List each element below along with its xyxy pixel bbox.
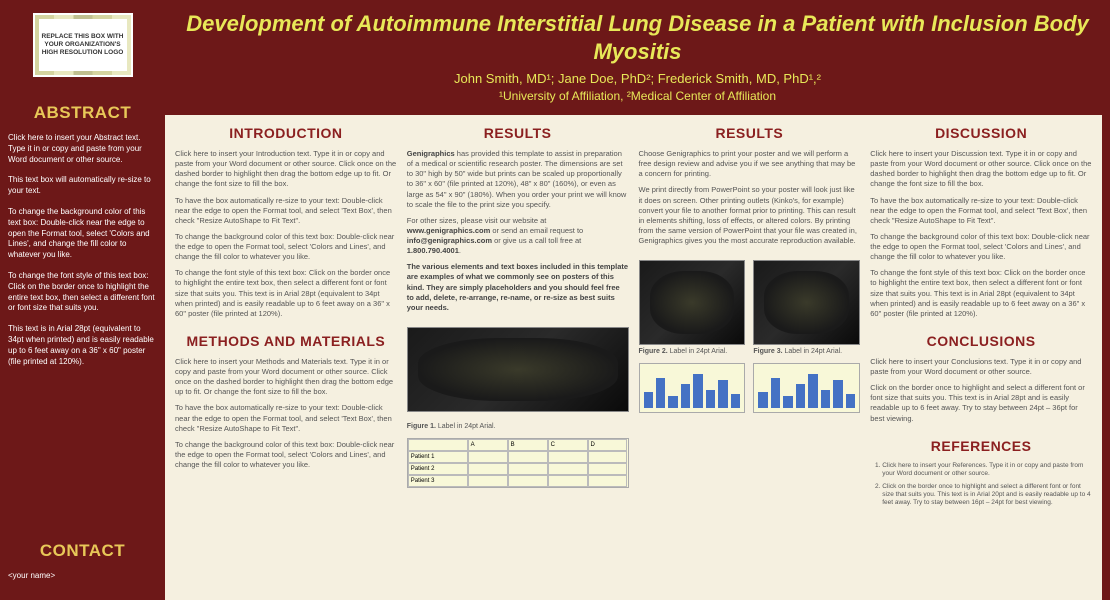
figure-3-image — [753, 260, 860, 345]
conclusions-p2: Click on the border once to highlight an… — [870, 383, 1092, 424]
poster-affiliations: ¹University of Affiliation, ²Medical Cen… — [185, 89, 1090, 103]
intro-p1: Click here to insert your Introduction t… — [175, 149, 397, 190]
results2-p1: Choose Genigraphics to print your poster… — [639, 149, 861, 179]
methods-p3: To change the background color of this t… — [175, 440, 397, 470]
conclusions-heading: CONCLUSIONS — [870, 333, 1092, 349]
main: Development of Autoimmune Interstitial L… — [165, 0, 1110, 600]
abstract-p5: This text is in Arial 28pt (equivalent t… — [8, 324, 157, 367]
discussion-heading: DISCUSSION — [870, 125, 1092, 141]
sidebar: REPLACE THIS BOX WITH YOUR ORGANIZATION'… — [0, 0, 165, 600]
intro-p3: To change the background color of this t… — [175, 232, 397, 262]
figure-1-image — [407, 327, 629, 412]
contact-heading: CONTACT — [8, 541, 157, 561]
figure-1-caption: Figure 1. Label in 24pt Arial. — [407, 423, 629, 430]
results2-p2: We print directly from PowerPoint so you… — [639, 185, 861, 246]
column-4: DISCUSSION Click here to insert your Dis… — [870, 125, 1092, 590]
abstract-p3: To change the background color of this t… — [8, 207, 157, 261]
abstract-heading: ABSTRACT — [8, 103, 157, 123]
data-table: ABCD Patient 1 Patient 2 Patient 3 — [407, 438, 629, 488]
results1-p3: The various elements and text boxes incl… — [407, 262, 629, 313]
references-heading: REFERENCES — [870, 438, 1092, 454]
abstract-p2: This text box will automatically re-size… — [8, 175, 157, 197]
methods-p1: Click here to insert your Methods and Ma… — [175, 357, 397, 398]
poster-authors: John Smith, MD¹; Jane Doe, PhD²; Frederi… — [185, 71, 1090, 86]
methods-text: Click here to insert your Methods and Ma… — [175, 357, 397, 476]
discussion-p4: To change the font style of this text bo… — [870, 268, 1092, 319]
conclusions-text: Click here to insert your Conclusions te… — [870, 357, 1092, 430]
reference-2: Click on the border once to highlight an… — [882, 483, 1092, 508]
conclusions-p1: Click here to insert your Conclusions te… — [870, 357, 1092, 377]
figure-2-caption: Figure 2. Label in 24pt Arial. — [639, 348, 746, 355]
poster-header: Development of Autoimmune Interstitial L… — [165, 0, 1110, 115]
chart-1 — [639, 363, 746, 413]
poster-title: Development of Autoimmune Interstitial L… — [185, 10, 1090, 65]
column-3: RESULTS Choose Genigraphics to print you… — [639, 125, 861, 590]
discussion-p1: Click here to insert your Discussion tex… — [870, 149, 1092, 190]
intro-text: Click here to insert your Introduction t… — [175, 149, 397, 325]
figure-3-caption: Figure 3. Label in 24pt Arial. — [753, 348, 860, 355]
results2-text: Choose Genigraphics to print your poster… — [639, 149, 861, 252]
results1-p2: For other sizes, please visit our websit… — [407, 216, 629, 257]
poster-body: INTRODUCTION Click here to insert your I… — [165, 115, 1102, 600]
results2-heading: RESULTS — [639, 125, 861, 141]
discussion-text: Click here to insert your Discussion tex… — [870, 149, 1092, 325]
logo-placeholder-text: REPLACE THIS BOX WITH YOUR ORGANIZATION'… — [39, 19, 127, 71]
logo-placeholder: REPLACE THIS BOX WITH YOUR ORGANIZATION'… — [33, 13, 133, 77]
abstract-p1: Click here to insert your Abstract text.… — [8, 133, 157, 165]
reference-1: Click here to insert your References. Ty… — [882, 462, 1092, 479]
results1-p1: Genigraphics has provided this template … — [407, 149, 629, 210]
figure-2-image — [639, 260, 746, 345]
contact-name: <your name> — [8, 571, 157, 582]
references-list: Click here to insert your References. Ty… — [870, 462, 1092, 512]
results1-heading: RESULTS — [407, 125, 629, 141]
discussion-p2: To have the box automatically re-size to… — [870, 196, 1092, 226]
intro-heading: INTRODUCTION — [175, 125, 397, 141]
intro-p4: To change the font style of this text bo… — [175, 268, 397, 319]
intro-p2: To have the box automatically re-size to… — [175, 196, 397, 226]
methods-p2: To have the box automatically re-size to… — [175, 403, 397, 433]
abstract-p4: To change the font style of this text bo… — [8, 271, 157, 314]
column-2: RESULTS Genigraphics has provided this t… — [407, 125, 629, 590]
results1-text: Genigraphics has provided this template … — [407, 149, 629, 319]
chart-2 — [753, 363, 860, 413]
methods-heading: METHODS AND MATERIALS — [175, 333, 397, 349]
column-1: INTRODUCTION Click here to insert your I… — [175, 125, 397, 590]
discussion-p3: To change the background color of this t… — [870, 232, 1092, 262]
